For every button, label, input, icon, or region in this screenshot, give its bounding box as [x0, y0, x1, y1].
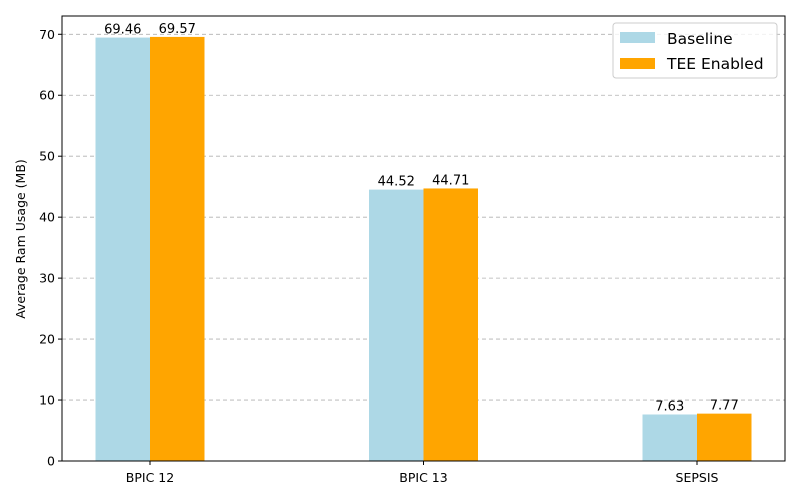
y-axis: 0 10 20 30 40 50 60 70 — [39, 27, 62, 469]
bar-tee-enabled-bpic-12 — [150, 36, 205, 461]
data-label: 7.63 — [655, 399, 684, 414]
y-tick-label: 20 — [39, 332, 55, 347]
y-tick-label: 40 — [39, 210, 55, 225]
legend-swatch-tee-enabled — [620, 58, 655, 69]
x-axis: BPIC 12 BPIC 13 SEPSIS — [126, 461, 719, 485]
y-tick-label: 60 — [39, 88, 55, 103]
bar-tee-enabled-sepsis — [697, 413, 752, 461]
y-tick-label: 30 — [39, 271, 55, 286]
legend-swatch-baseline — [620, 32, 655, 43]
bar-baseline-sepsis — [642, 414, 697, 461]
bars — [95, 36, 752, 461]
y-tick-label: 50 — [39, 149, 55, 164]
y-axis-label: Average Ram Usage (MB) — [13, 159, 28, 319]
data-label: 44.71 — [432, 173, 469, 188]
y-tick-label: 70 — [39, 27, 55, 42]
y-tick-label: 10 — [39, 393, 55, 408]
data-labels: 69.46 44.52 7.63 69.57 44.71 7.77 — [104, 22, 739, 415]
data-label: 44.52 — [378, 175, 415, 190]
legend-label-baseline: Baseline — [667, 30, 733, 48]
x-tick-label: BPIC 12 — [126, 470, 174, 485]
legend-label-tee-enabled: TEE Enabled — [666, 55, 764, 73]
data-label: 69.46 — [104, 23, 141, 38]
x-tick-label: SEPSIS — [676, 470, 719, 485]
legend: Baseline TEE Enabled — [612, 22, 778, 79]
bar-tee-enabled-bpic-13 — [423, 188, 478, 461]
x-tick-label: BPIC 13 — [399, 470, 447, 485]
bar-baseline-bpic-12 — [95, 37, 150, 461]
bar-baseline-bpic-13 — [369, 189, 424, 461]
data-label: 7.77 — [710, 399, 739, 414]
y-tick-label: 0 — [47, 454, 55, 469]
data-label: 69.57 — [159, 22, 196, 37]
